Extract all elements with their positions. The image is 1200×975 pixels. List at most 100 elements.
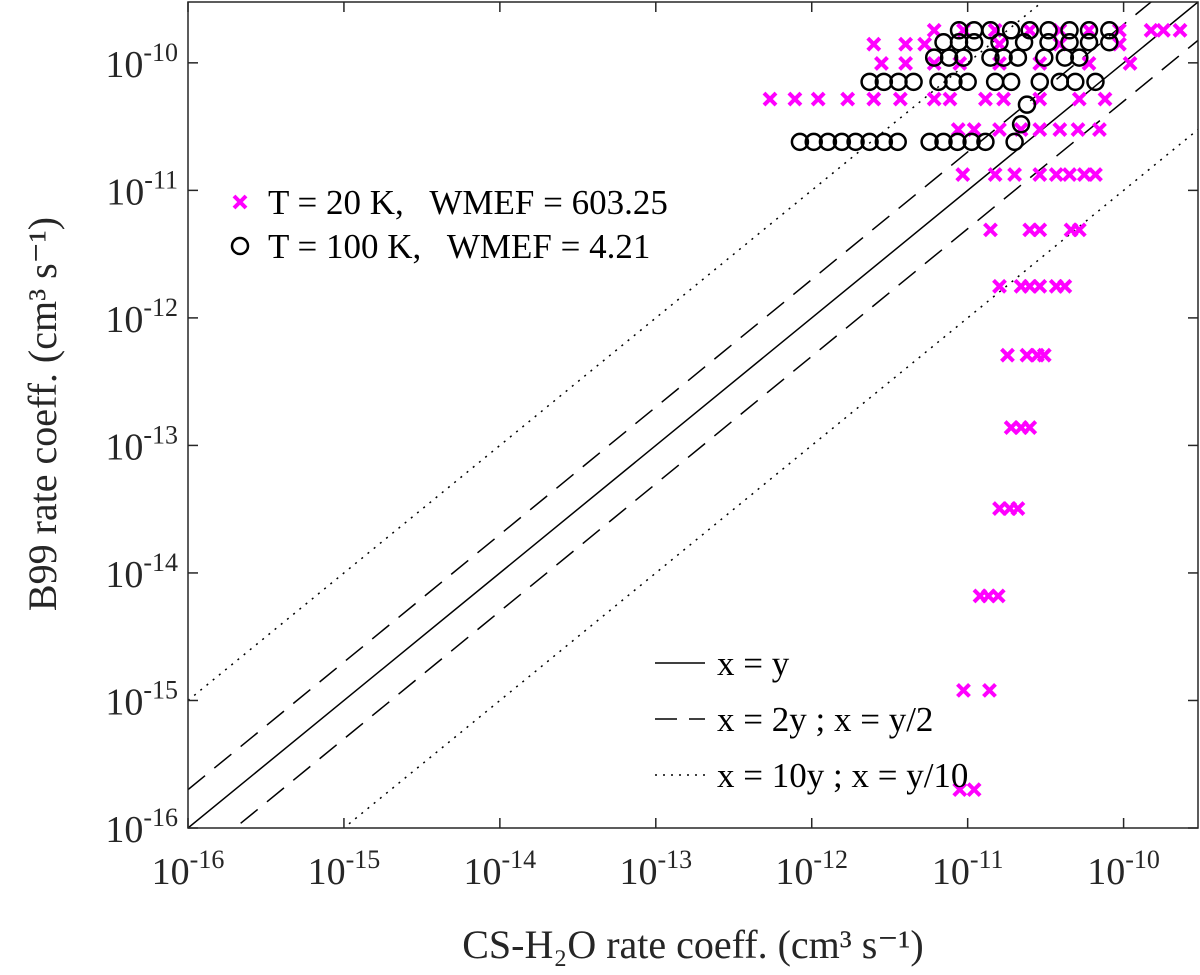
tick-base: 10 [106, 171, 144, 213]
point [1039, 33, 1058, 52]
point [926, 55, 942, 71]
tick-exponent: -16 [190, 845, 225, 874]
point [982, 682, 997, 698]
tick-exponent: -12 [143, 293, 178, 322]
point [866, 36, 882, 52]
point [860, 132, 879, 152]
tick-label: 10-16 [152, 845, 225, 893]
tick-base: 10 [1087, 851, 1125, 893]
point [846, 132, 865, 152]
point [1057, 278, 1073, 294]
point [1001, 72, 1021, 92]
point [1048, 167, 1064, 182]
point [866, 91, 882, 107]
point [1060, 21, 1079, 40]
point [1100, 21, 1119, 40]
tick-base: 10 [152, 851, 190, 893]
tick-label: 10-15 [308, 845, 381, 893]
tick-base: 10 [105, 426, 143, 468]
point [983, 222, 998, 238]
tick-exponent: -11 [144, 165, 178, 194]
point [917, 36, 933, 52]
tick-label: 10-16 [105, 803, 178, 851]
point [892, 91, 908, 107]
point [978, 91, 993, 107]
point [1001, 21, 1021, 40]
point [1097, 91, 1113, 107]
point [1076, 167, 1092, 182]
tick-label: 10-10 [105, 38, 178, 86]
point [1100, 33, 1119, 52]
point [976, 132, 995, 152]
legend-label: x = 2y ; x = y/2 [717, 700, 933, 739]
point [948, 132, 967, 152]
tick-exponent: -14 [502, 845, 537, 874]
point [1155, 22, 1171, 38]
point [952, 782, 968, 798]
tick-base: 10 [105, 299, 143, 341]
point [964, 33, 984, 52]
point [987, 167, 1003, 182]
point [787, 91, 803, 107]
reference-line [188, 2, 1198, 828]
point [926, 22, 942, 38]
point [1086, 72, 1105, 92]
tick-exponent: -13 [143, 420, 178, 449]
point [1030, 72, 1050, 92]
tick-base: 10 [105, 681, 143, 723]
reference-line [188, 2, 1153, 791]
point [1060, 33, 1079, 52]
point [1020, 21, 1039, 40]
point [1036, 347, 1052, 363]
legend-marker [230, 236, 250, 256]
tick-exponent: -10 [143, 38, 178, 67]
point [1088, 167, 1103, 182]
x-axis-label: CS-H₂O rate coeff. (cm³ s⁻¹) [462, 922, 924, 967]
point [942, 91, 958, 107]
tick-base: 10 [308, 851, 346, 893]
point [904, 72, 923, 92]
point [1172, 22, 1188, 38]
point [1007, 167, 1023, 182]
point [996, 91, 1012, 107]
tick-label: 10-12 [105, 293, 178, 341]
point [804, 132, 823, 152]
point [1010, 501, 1026, 516]
tick-label: 10-13 [105, 420, 178, 468]
point [956, 682, 971, 698]
point [1032, 122, 1048, 137]
point [962, 132, 981, 152]
tick-base: 10 [105, 554, 143, 596]
tick-base: 10 [105, 809, 143, 851]
tick-label: 10-13 [619, 845, 692, 893]
point [874, 55, 889, 71]
point [1005, 132, 1024, 152]
point [860, 72, 879, 92]
point [966, 782, 982, 798]
point [944, 72, 963, 92]
point [1092, 122, 1107, 137]
reference-lines [188, 2, 1198, 828]
point [1071, 91, 1087, 107]
point [1079, 21, 1099, 40]
tick-exponent: -13 [657, 845, 692, 874]
point [840, 91, 856, 107]
reference-line [342, 128, 1198, 828]
point [1008, 48, 1028, 67]
point [992, 278, 1007, 294]
tick-exponent: -10 [1125, 845, 1160, 874]
legend-marker [232, 194, 248, 210]
point [790, 132, 810, 152]
tick-exponent: -15 [346, 845, 381, 874]
point [1066, 72, 1085, 92]
tick-label: 10-11 [106, 165, 178, 213]
point [1070, 122, 1086, 137]
reference-line [233, 39, 1198, 828]
point [874, 132, 894, 152]
tick-exponent: -11 [970, 845, 1004, 874]
point [1011, 114, 1031, 134]
point [1032, 167, 1048, 182]
point [958, 72, 977, 92]
tick-base: 10 [464, 851, 502, 893]
